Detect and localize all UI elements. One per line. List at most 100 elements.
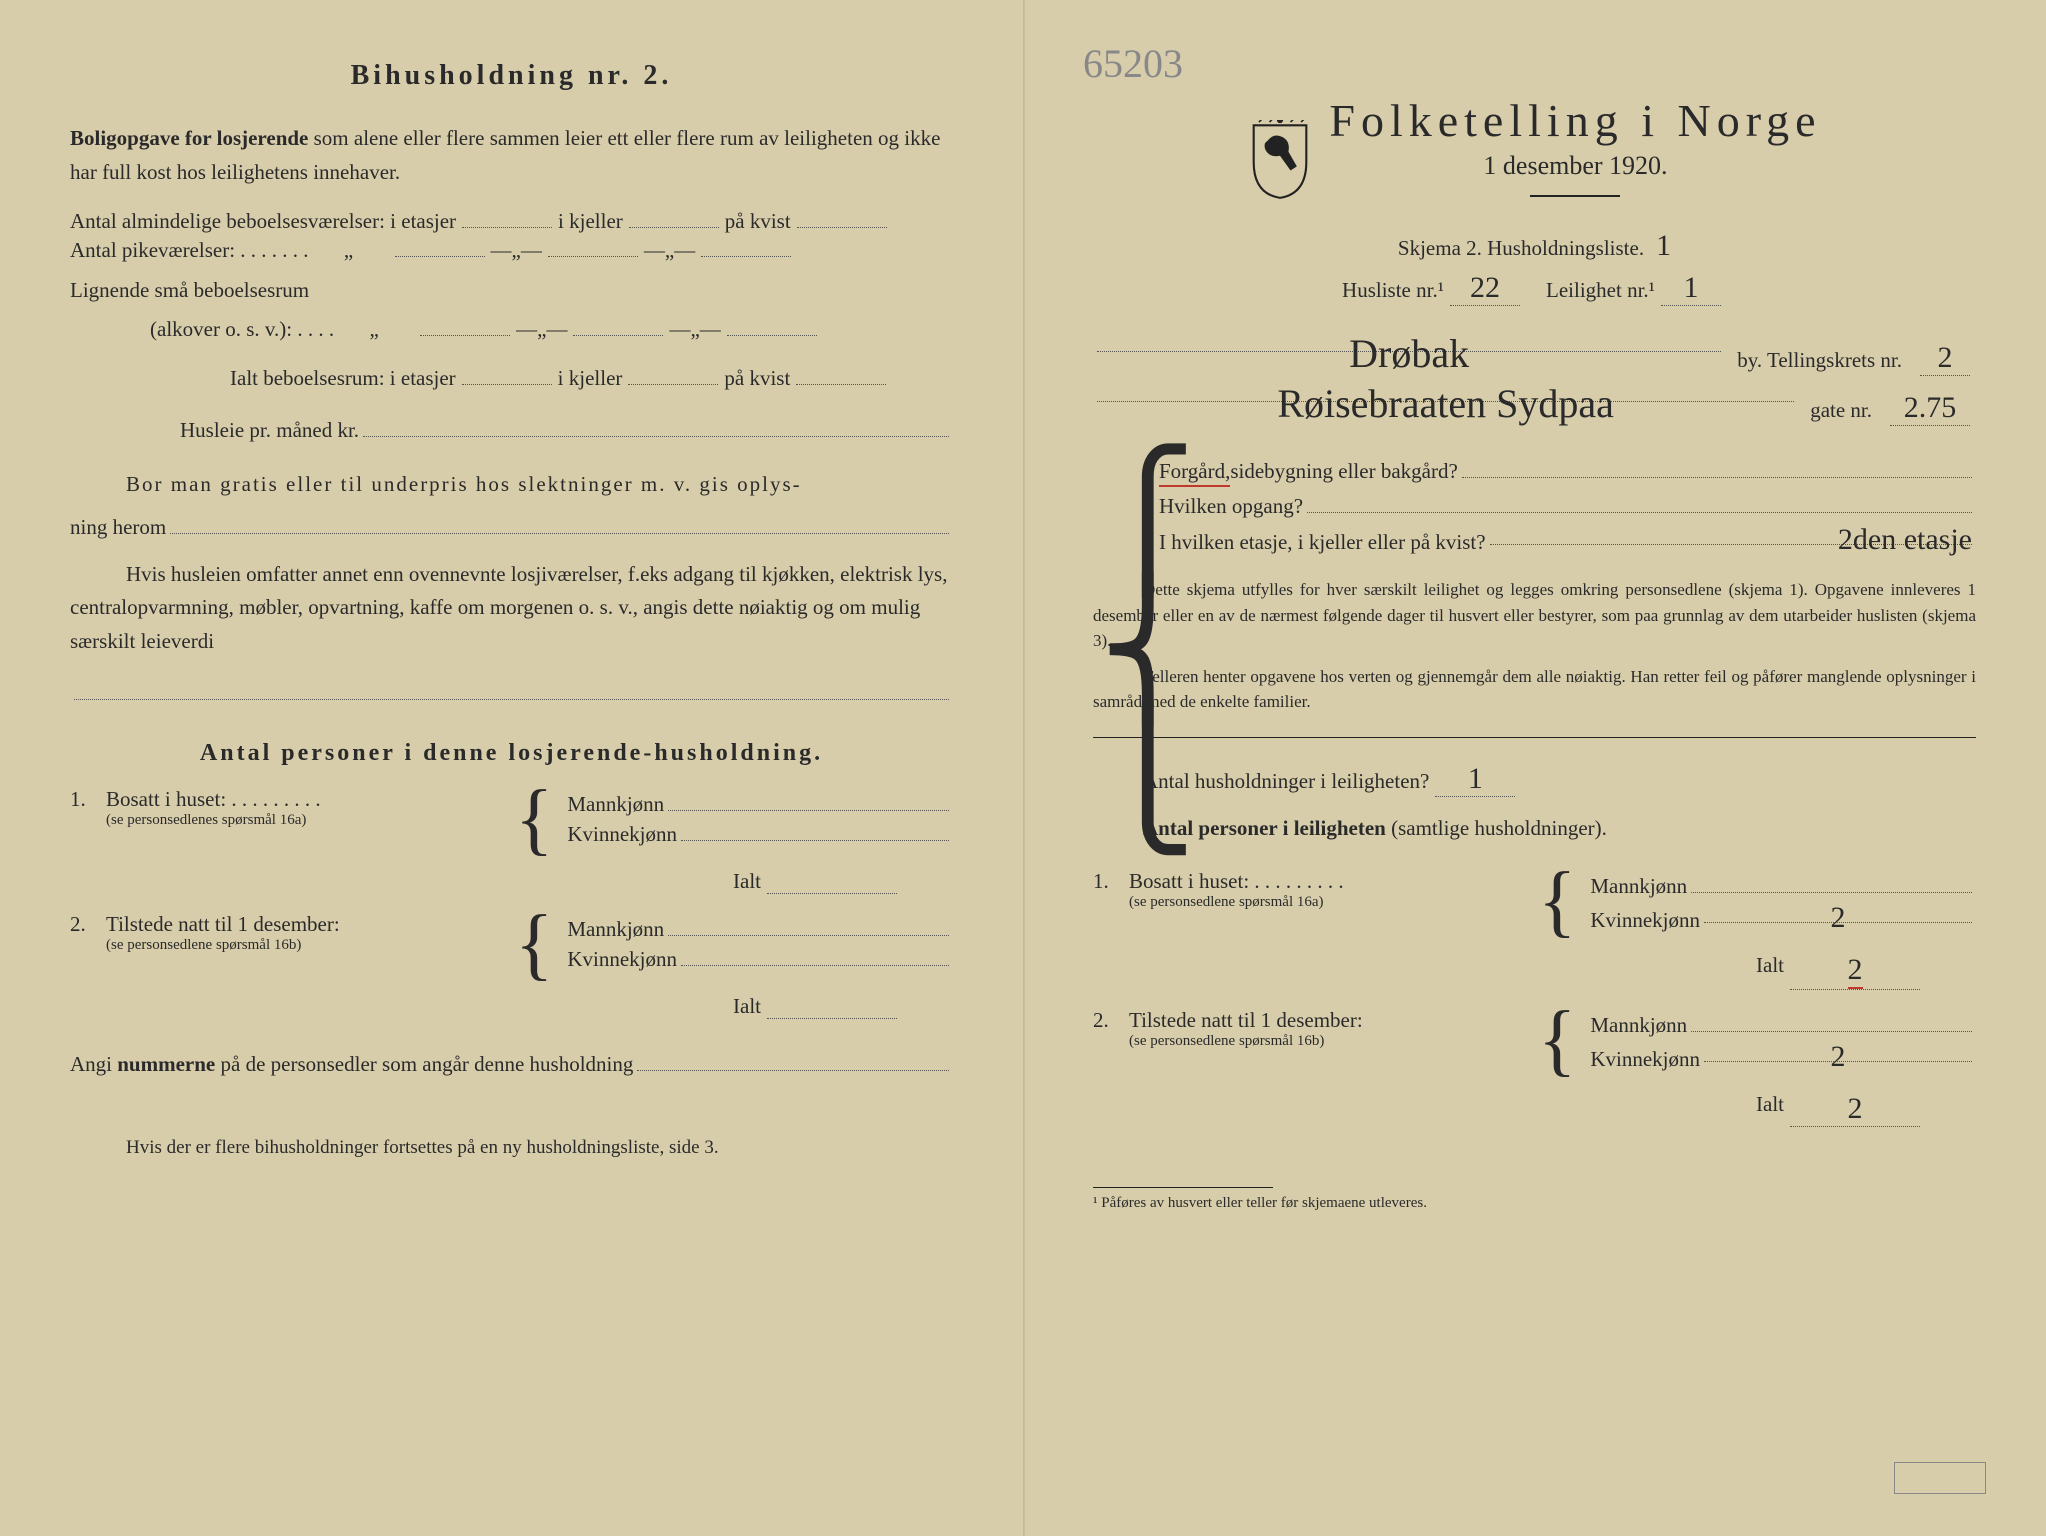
mann-label2: Mannkjønn <box>567 917 664 942</box>
ditto: „ <box>512 238 521 263</box>
dash: — <box>546 317 567 342</box>
rmann2: Mannkjønn <box>1590 1013 1687 1038</box>
antal-hush-row: Antal husholdninger i leiligheten? 1 <box>1093 762 1976 797</box>
dash: — <box>700 317 721 342</box>
rooms-row: Antal almindelige beboelsesværelser: i e… <box>70 209 953 234</box>
brace-icon: { <box>511 787 557 851</box>
leilighet-value: 1 <box>1683 271 1698 304</box>
antal-hush-value: 1 <box>1468 762 1483 795</box>
gate-label: gate nr. <box>1810 398 1872 423</box>
husliste-value: 22 <box>1470 271 1500 304</box>
ialt-val1: 2 <box>1848 953 1863 986</box>
intro-bold: Boligopgave for losjerende <box>70 126 308 150</box>
husleie-row: Husleie pr. måned kr. <box>70 415 953 443</box>
lignende1: Lignende små beboelsesrum <box>70 267 953 313</box>
big-brace-icon: ⎧⎨⎩ <box>1099 456 1197 846</box>
etasje-value: 2den etasje <box>1838 523 1972 556</box>
num1: 1. <box>70 787 106 851</box>
pencil-note: 65203 <box>1083 40 1183 87</box>
lignende2: (alkover o. s. v.): . . . . <box>70 317 334 342</box>
rnum2: 2. <box>1093 1008 1129 1074</box>
kvinn-val1: 2 <box>1831 901 1846 934</box>
by-label: by. Tellingskrets nr. <box>1737 348 1902 373</box>
kvinn-label: Kvinnekjønn <box>567 822 677 847</box>
city-value: Drøbak <box>1349 331 1469 376</box>
left-intro: Boligopgave for losjerende som alene ell… <box>70 122 953 189</box>
rkvinn1: Kvinnekjønn <box>1590 908 1700 933</box>
ditto: „ <box>309 238 389 263</box>
dash: — <box>674 238 695 263</box>
leilighet-label: Leilighet nr.¹ <box>1546 278 1655 303</box>
kvinn-label2: Kvinnekjønn <box>567 947 677 972</box>
husliste-label: Husliste nr.¹ <box>1342 278 1444 303</box>
kjeller-label: i kjeller <box>558 209 623 234</box>
footnote-text: ¹ Påføres av husvert eller teller før sk… <box>1093 1195 1427 1211</box>
left-q2: 2. Tilstede natt til 1 desember: (se per… <box>70 912 953 976</box>
fine-print-1: Dette skjema utfylles for hver særskilt … <box>1093 577 1976 654</box>
gratis2: ning herom <box>70 515 166 540</box>
dash: — <box>516 317 537 342</box>
ialt-rooms-label: Ialt beboelsesrum: i etasjer <box>230 366 456 391</box>
skjema-row: Skjema 2. Husholdningsliste. 1 <box>1093 229 1976 263</box>
skjema-label: Skjema 2. Husholdningsliste. <box>1398 236 1644 261</box>
dash: — <box>491 238 512 263</box>
left-page: Bihusholdning nr. 2. Boligopgave for los… <box>0 0 1023 1536</box>
right-subtitle: 1 desember 1920. <box>1329 151 1821 181</box>
antal-pers-row: Antal personer i leiligheten (samtlige h… <box>1093 805 1976 851</box>
rq1-sub: (se personsedlene spørsmål 16a) <box>1129 894 1534 911</box>
etasje-row: I hvilken etasje, i kjeller eller på kvi… <box>1129 523 1976 555</box>
rialt2: Ialt <box>1756 1092 1784 1127</box>
gratis-line: Bor man gratis eller til underpris hos s… <box>70 461 953 507</box>
antal-pers-rest: (samtlige husholdninger). <box>1386 816 1607 840</box>
right-title: Folketelling i Norge <box>1329 94 1821 147</box>
bracket-block: ⎧⎨⎩ Forgård, sidebygning eller bakgård? … <box>1093 456 1976 555</box>
ialt-row2: Ialt 2 <box>1093 1092 1976 1127</box>
divider <box>1530 195 1620 197</box>
dash: — <box>521 238 542 263</box>
brace-icon: { <box>511 912 557 976</box>
kvinn-val2: 2 <box>1831 1040 1846 1073</box>
gratis2-row: ning herom <box>70 512 953 540</box>
pike-label: Antal pikeværelser: . . . . . . . <box>70 238 309 263</box>
q1-text: Bosatt i huset: . . . . . . . . . <box>106 787 511 812</box>
fine-print-2: Telleren henter opgavene hos verten og g… <box>1093 664 1976 715</box>
hvis-text: Hvis husleien omfatter annet enn ovennev… <box>70 558 953 659</box>
rialt1: Ialt <box>1756 953 1784 990</box>
opgang-row: Hvilken opgang? <box>1129 491 1976 519</box>
rmann1: Mannkjønn <box>1590 874 1687 899</box>
mann-label: Mannkjønn <box>567 792 664 817</box>
ialt-label: Ialt <box>733 869 761 894</box>
right-q2: 2. Tilstede natt til 1 desember: (se per… <box>1093 1008 1976 1074</box>
gratis1: Bor man gratis eller til underpris hos s… <box>70 472 802 496</box>
angi-text: Angi nummerne på de personsedler som ang… <box>70 1052 633 1077</box>
q2-sub: (se personsedlene spørsmål 16b) <box>106 937 511 954</box>
right-page: 65203 Folketelling i Norge 1 desember 19… <box>1023 0 2046 1536</box>
ialt-val2: 2 <box>1848 1092 1863 1125</box>
ditto: „ <box>334 317 414 342</box>
left-title: Bihusholdning nr. 2. <box>70 60 953 92</box>
ialt-row1: Ialt 2 <box>1093 953 1976 990</box>
rooms-label: Antal almindelige beboelsesværelser: i e… <box>70 209 456 234</box>
forgard-row: Forgård, sidebygning eller bakgård? <box>1129 456 1976 487</box>
q1-sub: (se personsedlenes spørsmål 16a) <box>106 812 511 829</box>
left-section-title: Antal personer i denne losjerende-hushol… <box>70 740 953 767</box>
lignende2-row: (alkover o. s. v.): . . . . „ —„— —„— <box>70 317 953 342</box>
husleie-label: Husleie pr. måned kr. <box>180 418 359 443</box>
rq1-text: Bosatt i huset: . . . . . . . . . <box>1129 869 1534 894</box>
brace-icon: { <box>1534 1008 1580 1074</box>
footnote: ¹ Påføres av husvert eller teller før sk… <box>1093 1187 1976 1213</box>
pike-row: Antal pikeværelser: . . . . . . . „ —„— … <box>70 238 953 263</box>
forgard-rest: sidebygning eller bakgård? <box>1230 459 1457 484</box>
husliste-row: Husliste nr.¹ 22 Leilighet nr.¹ 1 <box>1093 271 1976 306</box>
ialt-label2: Ialt <box>733 994 761 1019</box>
brace-icon: { <box>1534 869 1580 935</box>
etasje-label: I hvilken etasje, i kjeller eller på kvi… <box>1159 530 1486 555</box>
ditto: „ <box>690 317 699 342</box>
document-page: Bihusholdning nr. 2. Boligopgave for los… <box>0 0 2046 1536</box>
rkvinn2: Kvinnekjønn <box>1590 1047 1700 1072</box>
coat-of-arms-icon <box>1247 120 1313 200</box>
divider-full <box>1093 737 1976 738</box>
printer-stamp <box>1894 1462 1986 1494</box>
left-bottom: Hvis der er flere bihusholdninger fortse… <box>70 1127 953 1169</box>
q2-text: Tilstede natt til 1 desember: <box>106 912 511 937</box>
